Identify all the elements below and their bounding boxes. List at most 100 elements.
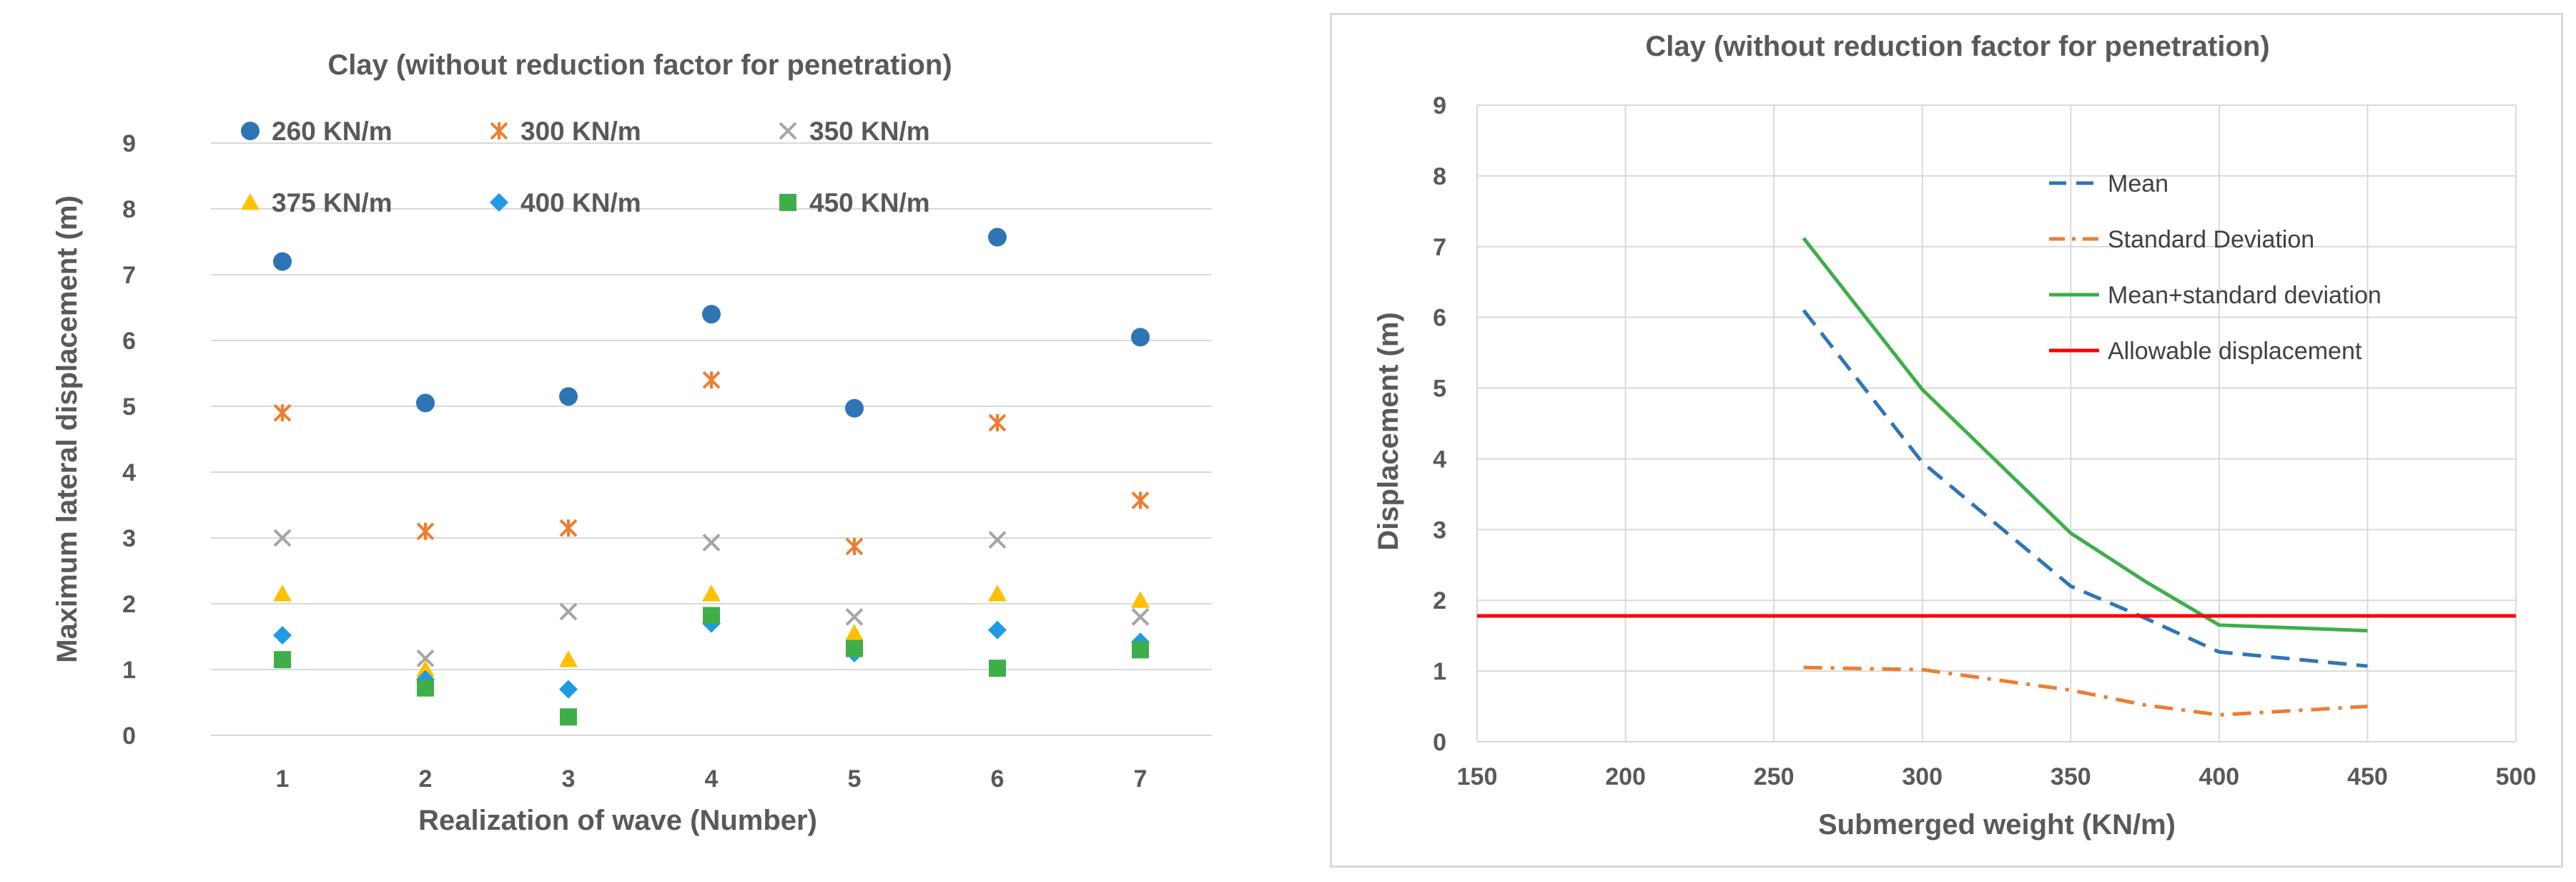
y-tick-label: 0 (122, 722, 136, 750)
y-tick-label: 3 (1433, 516, 1446, 544)
series-line-standard-deviation (1803, 665, 2368, 717)
legend-label: 400 KN/m (520, 188, 641, 217)
data-point (273, 626, 292, 645)
y-tick-label: 5 (1433, 376, 1446, 403)
gridlines (1476, 104, 2517, 743)
data-point (988, 584, 1007, 602)
line-chart-panel: Clay (without reduction factor for penet… (1330, 13, 2563, 868)
data-points (273, 227, 1150, 726)
data-point (845, 537, 864, 556)
data-point (702, 305, 721, 324)
scatter-chart-panel: Clay (without reduction factor for penet… (0, 13, 1248, 861)
x-tick-label: 500 (2496, 763, 2537, 790)
data-point (559, 650, 578, 667)
x-tick-label: 4 (705, 765, 719, 793)
data-point (416, 660, 435, 677)
data-point (559, 680, 578, 699)
data-point (702, 371, 721, 389)
x-tick-label: 200 (1605, 763, 1646, 790)
legend-marker (779, 122, 797, 140)
series-line-mean (1802, 309, 2368, 668)
data-point (988, 413, 1007, 432)
y-tick-label: 6 (1433, 305, 1446, 332)
y-tick-label: 2 (1433, 587, 1446, 614)
x-tick-label: 1 (276, 765, 290, 793)
legend-item-400-kn-m: 400 KN/m (490, 188, 641, 217)
data-point (273, 584, 292, 602)
y-axis-ticks: 0 1 2 3 4 5 6 7 8 9 (1433, 92, 1446, 756)
legend-item-standard-deviation: Standard Deviation (2049, 226, 2314, 253)
x-tick-label: 350 (2051, 763, 2091, 790)
data-point (1131, 328, 1150, 347)
data-point (1131, 491, 1150, 509)
data-point (988, 531, 1007, 549)
y-axis-title: Displacement (m) (1373, 312, 1404, 550)
y-tick-label: 4 (122, 459, 136, 486)
x-axis-ticks: 1 2 3 4 5 6 7 (276, 765, 1148, 793)
legend-item-mean-standard-deviation: Mean+standard deviation (2049, 282, 2382, 309)
legend-label: 350 KN/m (809, 117, 930, 146)
x-tick-label: 6 (991, 765, 1005, 793)
series-300-kn-m (273, 371, 1150, 556)
legend-label: Mean (2108, 170, 2168, 197)
series-400-kn-m (273, 614, 1150, 699)
x-tick-label: 5 (848, 765, 862, 793)
data-point (273, 403, 292, 422)
x-tick-label: 250 (1754, 763, 1795, 790)
y-tick-label: 9 (122, 130, 136, 157)
y-tick-label: 5 (122, 393, 136, 421)
y-tick-label: 0 (1433, 729, 1446, 756)
legend-label: 300 KN/m (520, 117, 641, 146)
data-point (846, 640, 863, 657)
x-axis-title: Submerged weight (KN/m) (1818, 809, 2176, 841)
series-375-kn-m (273, 584, 1150, 677)
y-tick-label: 6 (122, 328, 136, 355)
data-point (274, 651, 291, 669)
legend-marker (779, 194, 796, 211)
x-tick-label: 450 (2347, 763, 2388, 790)
x-tick-label: 2 (419, 765, 433, 793)
data-point (559, 387, 578, 406)
data-point (1132, 641, 1149, 659)
y-tick-label: 8 (1433, 163, 1446, 190)
data-point (988, 227, 1007, 247)
data-point (1131, 591, 1150, 608)
data-point (416, 649, 435, 667)
series-450-kn-m (274, 607, 1149, 726)
y-tick-label: 1 (122, 657, 136, 684)
data-point (560, 708, 577, 726)
legend-item-allowable-displacement: Allowable displacement (2049, 338, 2362, 365)
line-chart: Clay (without reduction factor for penet… (1373, 31, 2537, 841)
y-tick-label: 1 (1433, 658, 1446, 685)
y-axis-title: Maximum lateral displacement (m) (51, 195, 83, 663)
legend-label: 375 KN/m (272, 188, 393, 217)
legend-label: 260 KN/m (272, 117, 393, 146)
y-tick-label: 9 (1433, 92, 1446, 119)
legend-item-300-kn-m: 300 KN/m (490, 117, 641, 146)
legend-marker (490, 193, 508, 212)
y-tick-label: 2 (122, 591, 136, 618)
data-point (703, 607, 720, 624)
legend: 260 KN/m 300 KN/m 350 KN/m 375 KN/m 400 KN/m… (241, 117, 930, 217)
chart-title: Clay (without reduction factor for penet… (1645, 31, 2269, 62)
y-axis-ticks: 0 1 2 3 4 5 6 7 8 9 (122, 130, 136, 750)
data-point (273, 529, 292, 547)
series-350-kn-m (273, 529, 1150, 667)
x-tick-label: 3 (562, 765, 576, 793)
data-point (845, 624, 864, 641)
legend-label: Allowable displacement (2108, 338, 2362, 365)
series-lines (1477, 237, 2516, 717)
gridlines (211, 142, 1212, 736)
legend-item-mean: Mean (2049, 170, 2168, 197)
x-axis-ticks: 150 200 250 300 350 400 450 500 (1457, 763, 2537, 790)
x-tick-label: 400 (2199, 763, 2239, 790)
data-point (273, 252, 292, 271)
chart-title: Clay (without reduction factor for penet… (327, 49, 952, 81)
legend-label: Standard Deviation (2108, 226, 2314, 253)
series-line-mean-standard-deviation (1802, 237, 2368, 633)
series-260-kn-m (273, 227, 1150, 418)
data-point (702, 534, 721, 552)
y-tick-label: 3 (122, 525, 136, 552)
data-point (845, 607, 864, 626)
data-point (417, 679, 434, 697)
